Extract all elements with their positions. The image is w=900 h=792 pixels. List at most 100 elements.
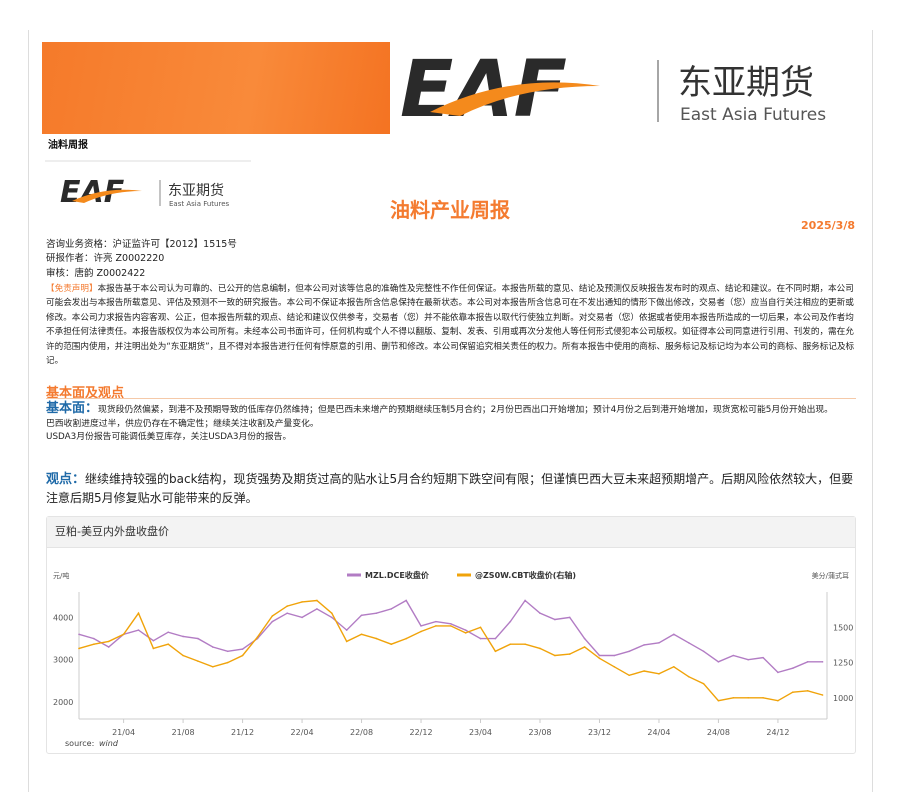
y2-tick-label: 1500 xyxy=(833,623,853,632)
data-point xyxy=(821,661,824,663)
data-point xyxy=(360,614,363,617)
y-tick-label: 4000 xyxy=(53,613,73,622)
chart-title: 豆粕-美豆内外盘收盘价 xyxy=(47,517,855,548)
data-point xyxy=(509,643,512,646)
data-point xyxy=(271,615,274,617)
data-point xyxy=(316,608,318,610)
data-point xyxy=(702,650,705,653)
data-point xyxy=(212,665,214,668)
data-point xyxy=(554,654,556,657)
x-tick-label: 23/08 xyxy=(528,728,551,737)
data-point xyxy=(301,616,303,619)
data-point xyxy=(122,633,125,636)
data-point xyxy=(212,646,214,648)
data-point xyxy=(331,612,333,614)
data-point xyxy=(405,599,407,602)
data-point xyxy=(777,671,779,674)
data-point xyxy=(464,629,467,631)
data-point xyxy=(747,697,749,699)
x-tick-label: 22/12 xyxy=(409,728,432,737)
data-point xyxy=(762,697,764,699)
section-heading: 基本面及观点 xyxy=(46,386,125,401)
series-line-mzl xyxy=(78,599,823,674)
data-point xyxy=(494,650,497,653)
data-point xyxy=(628,674,631,677)
y2-tick-label: 1000 xyxy=(833,694,853,703)
data-point xyxy=(152,647,155,650)
author-info: 研报作者：许亮 Z0002220 xyxy=(46,253,165,264)
data-point xyxy=(539,647,541,650)
data-point xyxy=(568,653,571,655)
disclaimer-text: 本报告基于本公司认为可靠的、已公开的信息编制，但本公司对该等信息的准确性及完整性… xyxy=(46,284,855,367)
data-point xyxy=(420,630,422,633)
data-point xyxy=(806,661,809,663)
data-point xyxy=(375,637,378,640)
data-point xyxy=(241,654,244,657)
divider xyxy=(45,160,251,162)
data-point xyxy=(435,625,437,627)
data-point xyxy=(345,629,348,631)
data-point xyxy=(137,629,140,631)
data-point xyxy=(256,636,259,638)
data-point xyxy=(821,694,824,696)
data-point xyxy=(598,654,601,657)
data-point xyxy=(732,654,735,657)
data-point xyxy=(494,637,497,640)
data-point xyxy=(286,612,288,614)
data-point xyxy=(182,635,184,638)
data-point xyxy=(524,599,526,602)
company-logo-large: EAF 东亚期货 East Asia Futures xyxy=(400,45,860,135)
x-tick-label: 21/12 xyxy=(231,728,254,737)
data-point xyxy=(598,657,601,660)
logo-company-cn: 东亚期货 xyxy=(678,63,814,103)
x-tick-label: 21/04 xyxy=(112,728,135,737)
data-point xyxy=(791,691,794,693)
data-point xyxy=(137,612,140,614)
disclaimer: 【免责声明】本报告基于本公司认为可靠的、已公开的信息编制，但本公司对该等信息的准… xyxy=(46,282,856,368)
x-tick-label: 22/08 xyxy=(350,728,373,737)
view-label: 观点： xyxy=(46,472,86,487)
data-point xyxy=(93,637,95,640)
data-point xyxy=(286,605,288,607)
source-value: wind xyxy=(99,739,119,748)
view-text: 继续维持较强的back结构，现货强势及期货过高的贴水让5月合约短期下跌空间有限；… xyxy=(46,472,854,505)
data-point xyxy=(687,642,690,644)
fundamentals-block: 基本面：现货段仍然偏紧，到港不及预期导致的低库存仍然维持；但是巴西未来增产的预期… xyxy=(46,402,858,445)
data-point xyxy=(464,632,467,634)
svg-text:东亚期货: 东亚期货 xyxy=(168,182,224,199)
logo-company-en: East Asia Futures xyxy=(680,105,826,125)
orange-banner xyxy=(42,42,390,134)
data-point xyxy=(554,618,556,621)
data-point xyxy=(167,643,170,646)
page-border-left xyxy=(28,30,29,792)
data-point xyxy=(539,612,541,614)
data-point xyxy=(167,631,170,634)
y-tick-label: 3000 xyxy=(53,656,73,665)
y2-tick-label: 1250 xyxy=(833,659,853,668)
data-point xyxy=(791,667,794,669)
data-point xyxy=(673,633,675,636)
data-point xyxy=(777,699,779,702)
data-point xyxy=(613,654,616,657)
data-point xyxy=(405,637,407,640)
data-point xyxy=(732,697,735,699)
data-point xyxy=(390,643,393,646)
data-point xyxy=(449,625,452,627)
x-tick-label: 22/04 xyxy=(291,728,314,737)
data-point xyxy=(643,670,645,672)
data-point xyxy=(152,639,155,642)
data-point xyxy=(673,665,675,668)
fundamentals-line: 现货段仍然偏紧，到港不及预期导致的低库存仍然维持；但是巴西未来增产的预期继续压制… xyxy=(98,405,833,415)
data-point xyxy=(747,658,749,661)
data-point xyxy=(360,633,363,636)
report-type-label: 油料周报 xyxy=(48,140,88,151)
data-point xyxy=(226,661,229,664)
data-point xyxy=(583,637,586,640)
chart-card: 豆粕-美豆内外盘收盘价 元/吨 美分/蒲式耳 2000 3000 4000 1000 125… xyxy=(46,516,856,754)
data-point xyxy=(613,665,616,668)
report-title: 油料产业周报 xyxy=(390,198,510,222)
report-date: 2025/3/8 xyxy=(801,219,855,232)
data-point xyxy=(182,654,184,657)
data-point xyxy=(107,646,110,648)
